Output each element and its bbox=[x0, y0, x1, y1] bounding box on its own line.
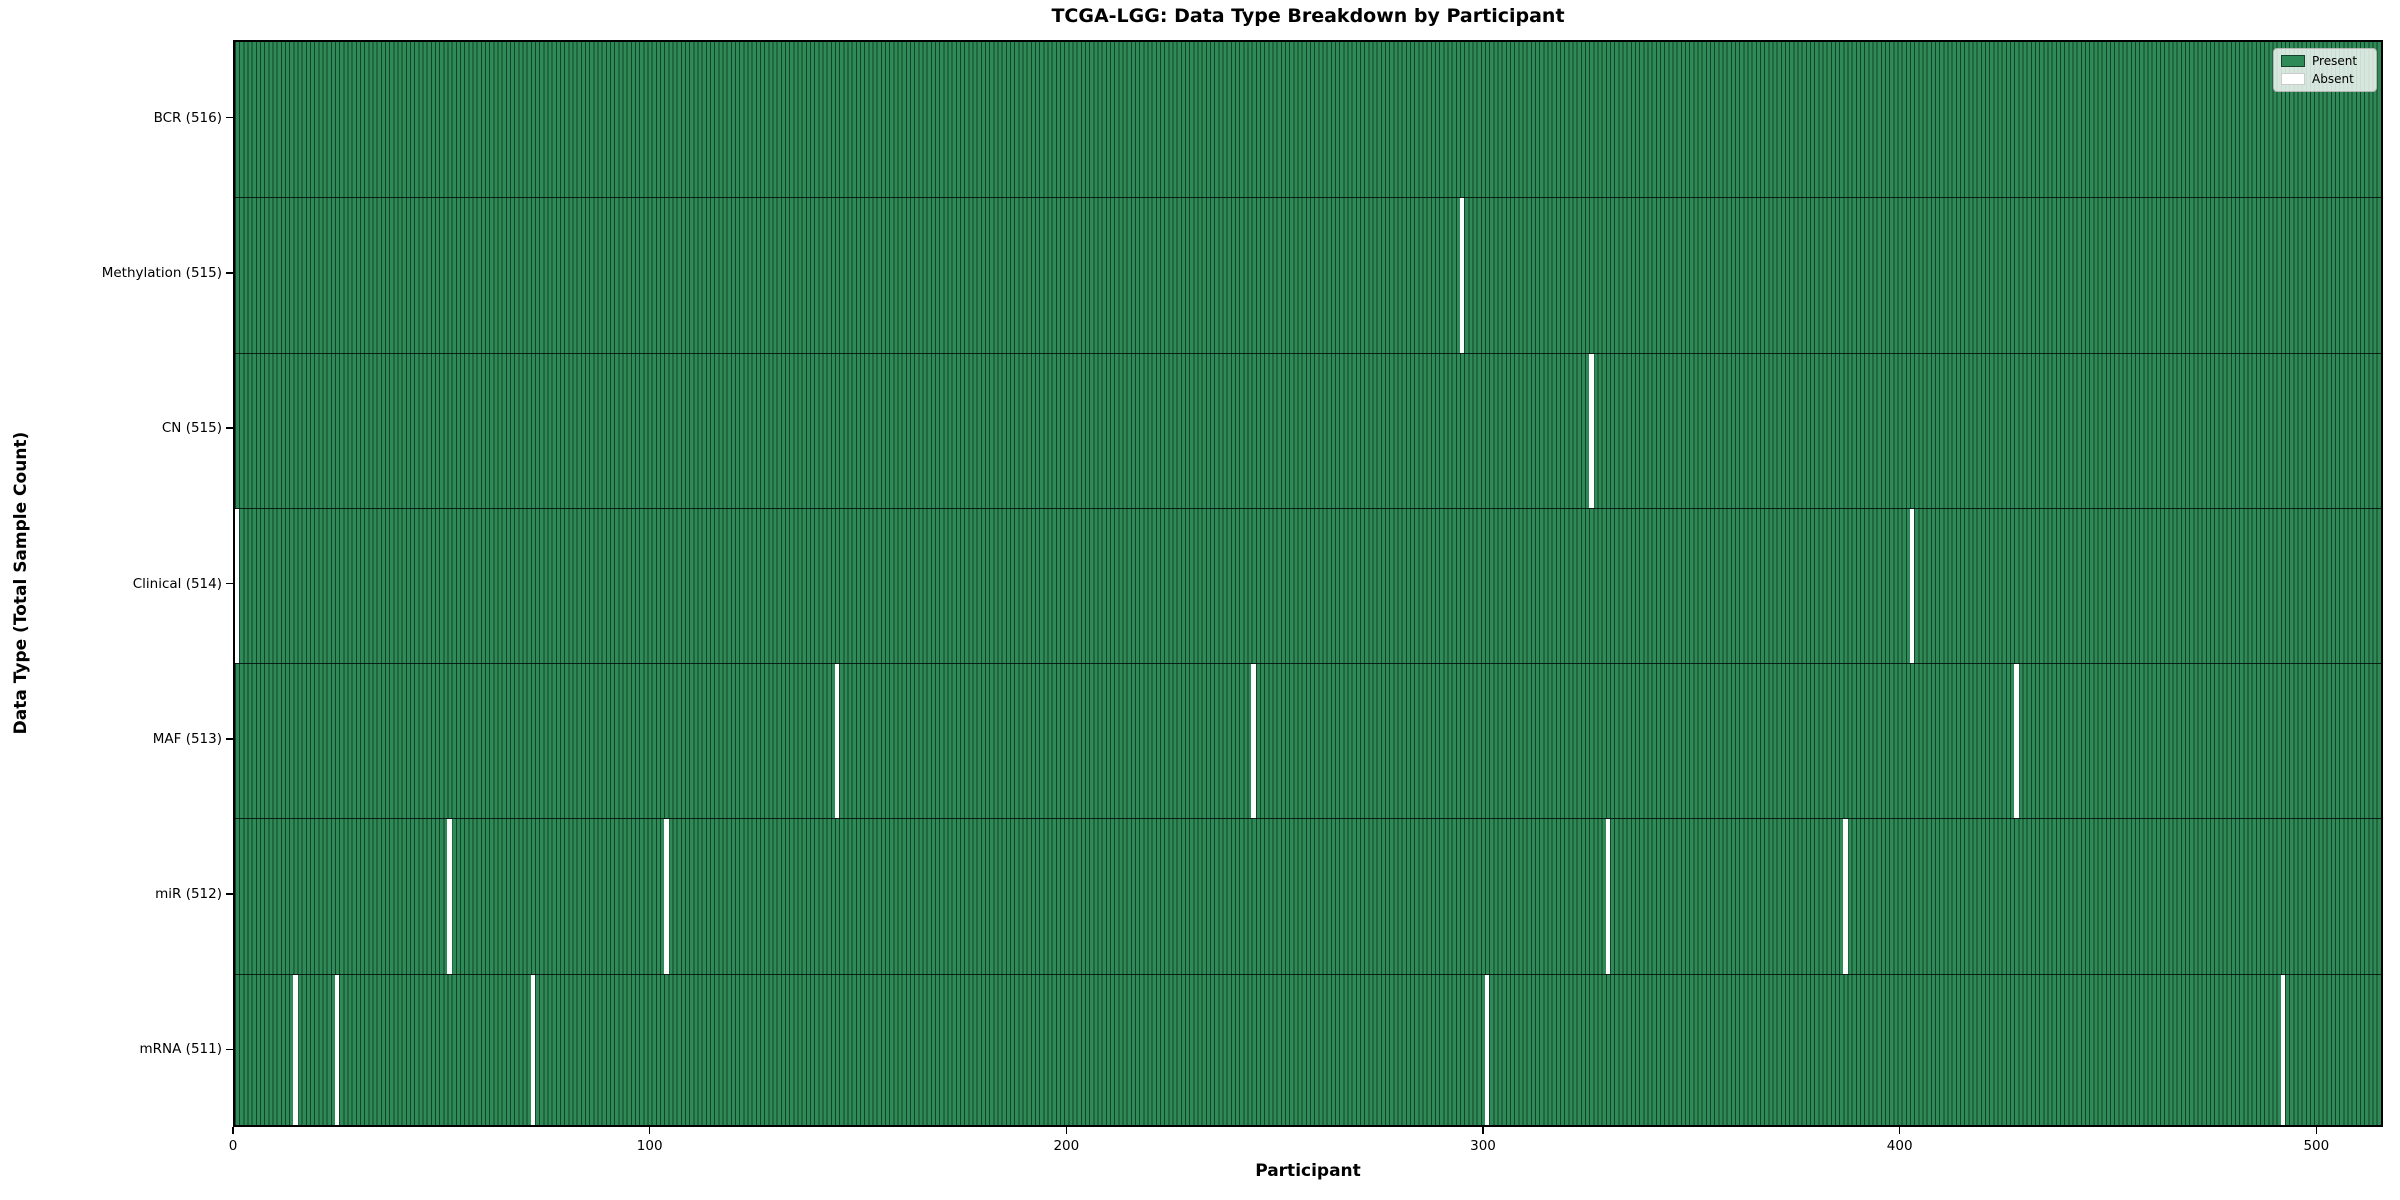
heatmap-row bbox=[235, 352, 2381, 508]
y-tick-label: Clinical (514) bbox=[132, 575, 222, 592]
y-tick-label: mRNA (511) bbox=[139, 1041, 222, 1058]
absent-gap bbox=[663, 819, 669, 974]
x-tick-mark bbox=[232, 1127, 234, 1134]
y-tick-label: Methylation (515) bbox=[101, 264, 222, 281]
absent-gap bbox=[293, 974, 298, 1125]
x-tick-label: 200 bbox=[1053, 1138, 1080, 1154]
legend-absent-label: Absent bbox=[2312, 72, 2354, 86]
plot-area bbox=[233, 40, 2383, 1127]
absent-gap bbox=[447, 819, 452, 974]
y-tick-label: BCR (516) bbox=[153, 109, 222, 126]
present-swatch-icon bbox=[2281, 55, 2305, 67]
y-tick-mark bbox=[226, 272, 233, 274]
y-axis-label: Data Type (Total Sample Count) bbox=[11, 431, 31, 735]
legend-present-label: Present bbox=[2312, 54, 2358, 68]
x-tick-label: 300 bbox=[1470, 1138, 1496, 1154]
absent-gap bbox=[1459, 198, 1465, 353]
heatmap-row bbox=[235, 973, 2381, 1125]
heatmap-row bbox=[235, 197, 2381, 353]
absent-gap bbox=[1605, 819, 1611, 974]
x-tick-mark bbox=[1898, 1127, 1901, 1134]
absent-gap bbox=[1843, 819, 1848, 974]
y-tick-mark bbox=[226, 116, 233, 119]
absent-gap bbox=[235, 508, 240, 664]
legend-item-present: Present bbox=[2281, 54, 2369, 68]
heatmap-row bbox=[235, 663, 2381, 819]
y-tick-mark bbox=[226, 893, 233, 895]
legend: Present Absent bbox=[2273, 48, 2377, 92]
heatmap-row bbox=[235, 507, 2381, 664]
y-tick-mark bbox=[226, 582, 233, 585]
absent-gap bbox=[334, 974, 340, 1125]
x-tick-label: 400 bbox=[1886, 1138, 1913, 1154]
heatmap-row bbox=[235, 818, 2381, 974]
absent-gap bbox=[1251, 664, 1257, 819]
y-tick-mark bbox=[226, 737, 233, 740]
absent-gap bbox=[1588, 353, 1594, 508]
absent-gap bbox=[530, 974, 536, 1125]
x-tick-mark bbox=[1482, 1127, 1484, 1134]
absent-gap bbox=[2013, 664, 2019, 819]
y-tick-label: MAF (513) bbox=[152, 730, 222, 747]
x-tick-label: 0 bbox=[228, 1138, 238, 1154]
absent-gap bbox=[2280, 974, 2286, 1125]
absent-gap bbox=[1484, 974, 1490, 1125]
absent-swatch-icon bbox=[2281, 73, 2305, 85]
absent-gap bbox=[1909, 508, 1915, 664]
chart-title: TCGA-LGG: Data Type Breakdown by Partici… bbox=[1051, 5, 1565, 27]
x-tick-mark bbox=[648, 1127, 651, 1134]
y-tick-label: CN (515) bbox=[161, 420, 222, 437]
x-axis-label: Participant bbox=[1255, 1161, 1361, 1181]
x-tick-mark bbox=[2315, 1127, 2318, 1134]
y-tick-label: miR (512) bbox=[155, 886, 222, 903]
x-tick-label: 500 bbox=[2303, 1138, 2330, 1154]
y-tick-mark bbox=[226, 427, 233, 429]
heatmap-row bbox=[235, 42, 2381, 197]
x-tick-label: 100 bbox=[636, 1138, 663, 1154]
y-tick-mark bbox=[226, 1048, 233, 1051]
absent-gap bbox=[834, 664, 840, 819]
legend-item-absent: Absent bbox=[2281, 72, 2369, 86]
x-tick-mark bbox=[1065, 1127, 1068, 1134]
